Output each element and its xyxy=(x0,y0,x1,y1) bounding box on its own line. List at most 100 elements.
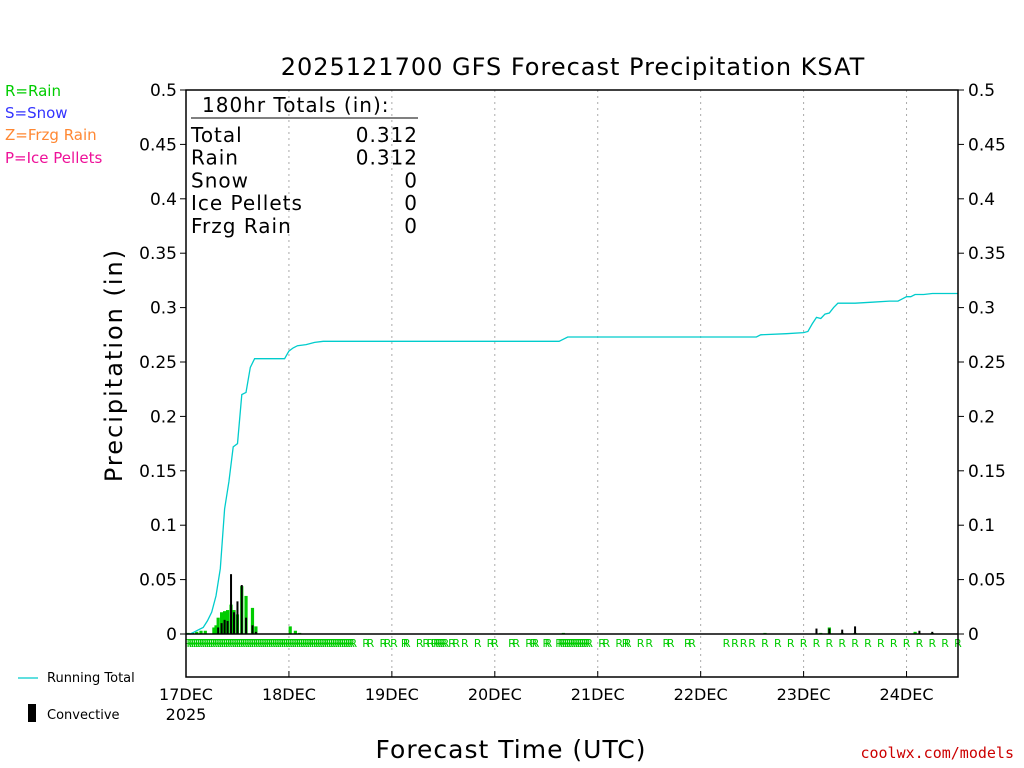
ptype-mark-rain: R xyxy=(253,637,261,650)
ptype-mark-rain: R xyxy=(341,637,349,650)
ptype-mark-rain: R xyxy=(602,637,610,650)
ptype-mark-rain: R xyxy=(379,637,387,650)
ptype-mark-rain: R xyxy=(916,637,924,650)
ptype-mark-rain: R xyxy=(309,637,317,650)
ptype-mark-rain: R xyxy=(525,637,533,650)
ptype-mark-rain: R xyxy=(201,637,209,650)
convective-bar xyxy=(233,612,236,634)
ptype-mark-rain: R xyxy=(637,637,645,650)
legend-snow-text: S=Snow xyxy=(5,104,68,122)
ptype-mark-rain: R xyxy=(283,637,291,650)
ptype-mark-rain: R xyxy=(688,637,696,650)
ptype-mark-rain: R xyxy=(197,637,205,650)
ptype-mark-rain: R xyxy=(193,637,201,650)
y-tick-label-right: 0.4 xyxy=(968,190,995,210)
ptype-mark-rain: R xyxy=(557,637,565,650)
legend-frzg-rain-text: Z=Frzg Rain xyxy=(5,126,97,144)
ptype-mark-rain: R xyxy=(579,637,587,650)
y-tick-label-right: 0.35 xyxy=(968,244,1006,264)
ptype-mark-rain: R xyxy=(319,637,327,650)
ptype-mark-rain: R xyxy=(345,637,353,650)
convective-bar xyxy=(223,619,226,634)
ptype-mark-rain: R xyxy=(315,637,323,650)
ptype-mark-rain: R xyxy=(851,637,859,650)
x-tick-label: 17DEC xyxy=(159,685,213,704)
totals-row-value: 0 xyxy=(404,191,418,215)
convective-bar xyxy=(815,628,818,634)
ptype-mark-rain: R xyxy=(294,637,302,650)
x-axis-label: Forecast Time (UTC) xyxy=(376,735,647,764)
ptype-mark-rain: R xyxy=(204,637,212,650)
gridlines xyxy=(288,90,908,677)
legend-frzg-rain: Z=Frzg Rain xyxy=(5,126,97,144)
ptype-mark-rain: R xyxy=(416,637,424,650)
y-tick-label-right: 0.3 xyxy=(968,299,995,319)
ptype-mark-rain: R xyxy=(244,637,252,650)
ptype-mark-rain: R xyxy=(667,637,675,650)
totals-row-label: Total xyxy=(190,123,243,147)
ptype-mark-rain: R xyxy=(223,637,231,650)
ptype-mark-rain: R xyxy=(208,637,216,650)
ptype-mark-rain: R xyxy=(864,637,872,650)
y-tick-label-left: 0.25 xyxy=(139,353,177,373)
ptype-mark-rain: R xyxy=(247,637,255,650)
y-tick-label-right: 0.05 xyxy=(968,571,1006,591)
ptype-mark-rain: R xyxy=(311,637,319,650)
ptype-mark-rain: R xyxy=(570,637,578,650)
rain-bar xyxy=(199,630,203,634)
ptype-mark-rain: R xyxy=(440,637,448,650)
ptype-mark-rain: R xyxy=(877,637,885,650)
y-tick-label-right: 0.2 xyxy=(968,407,995,427)
totals-row-value: 0 xyxy=(404,168,418,192)
ptype-mark-rain: R xyxy=(545,637,553,650)
ptype-mark-rain: R xyxy=(928,637,936,650)
ptype-mark-rain: R xyxy=(813,637,821,650)
convective-legend-swatch xyxy=(28,704,36,722)
y-tick-label-right: 0.1 xyxy=(968,516,995,536)
ptype-mark-rain: R xyxy=(268,637,276,650)
rain-bar xyxy=(288,626,292,634)
ptype-mark-rain: R xyxy=(184,637,192,650)
ptype-mark-rain: R xyxy=(199,637,207,650)
ptype-mark-rain: R xyxy=(227,637,235,650)
convective-legend-label: Convective xyxy=(47,708,120,723)
ptype-mark-rain: R xyxy=(427,637,435,650)
ptype-mark-rain: R xyxy=(324,637,332,650)
rain-bar xyxy=(913,631,917,634)
rain-bar xyxy=(216,617,220,634)
credit-link[interactable]: coolwx.com/models xyxy=(860,744,1014,762)
ptype-mark-rain: R xyxy=(512,637,520,650)
axes: 0 00.05 0.050.1 0.10.15 0.150.2 0.20.25 0.250.… xyxy=(139,81,1006,724)
ptype-mark-rain: R xyxy=(285,637,293,650)
ptype-mark-rain: R xyxy=(289,637,297,650)
ptype-mark-rain: R xyxy=(487,637,495,650)
chart-title: 2025121700 GFS Forecast Precipitation KS… xyxy=(281,53,866,81)
ptype-mark-rain: R xyxy=(903,637,911,650)
ptype-mark-rain: R xyxy=(231,637,239,650)
convective-bar xyxy=(854,626,857,634)
ptype-mark-rain: R xyxy=(302,637,310,650)
y-tick-label-left: 0.1 xyxy=(150,516,177,536)
x-tick-label: 20DEC xyxy=(468,685,522,704)
ptype-mark-rain: R xyxy=(216,637,224,650)
ptype-mark-rain: R xyxy=(530,637,538,650)
x-tick-label: 21DEC xyxy=(571,685,625,704)
ptype-mark-rain: R xyxy=(264,637,272,650)
ptype-mark-rain: R xyxy=(622,637,630,650)
ptype-mark-rain: R xyxy=(800,637,808,650)
ptype-mark-rain: R xyxy=(206,637,214,650)
y-tick-label-left: 0.2 xyxy=(150,407,177,427)
ptype-mark-rain: R xyxy=(731,637,739,650)
ptype-mark-rain: R xyxy=(347,637,355,650)
ptype-mark-rain: R xyxy=(431,637,439,650)
ptype-mark-rain: R xyxy=(189,637,197,650)
precip-type-marks: RRRRRRRRRRRRRRRRRRRRRRRRRRRRRRRRRRRRRRRR… xyxy=(184,637,962,650)
legend-rain: R=Rain xyxy=(5,82,61,100)
ptype-mark-rain: R xyxy=(266,637,274,650)
totals-row-value: 0.312 xyxy=(356,146,418,170)
ptype-mark-rain: R xyxy=(461,637,469,650)
ptype-mark-rain: R xyxy=(337,637,345,650)
totals-row-label: Ice Pellets xyxy=(191,191,303,215)
ptype-mark-rain: R xyxy=(401,637,409,650)
ptype-mark-rain: R xyxy=(748,637,756,650)
